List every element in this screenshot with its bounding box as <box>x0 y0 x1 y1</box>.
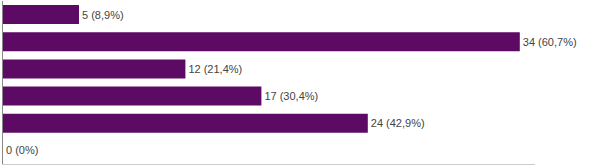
svg-text:5 (8,9%): 5 (8,9%) <box>82 9 124 21</box>
svg-text:17 (30,4%): 17 (30,4%) <box>264 90 318 102</box>
svg-text:0 (0%): 0 (0%) <box>6 144 38 156</box>
svg-text:12 (21,4%): 12 (21,4%) <box>188 63 242 75</box>
svg-text:34 (60,7%): 34 (60,7%) <box>523 36 577 48</box>
svg-text:24 (42,9%): 24 (42,9%) <box>371 117 425 129</box>
